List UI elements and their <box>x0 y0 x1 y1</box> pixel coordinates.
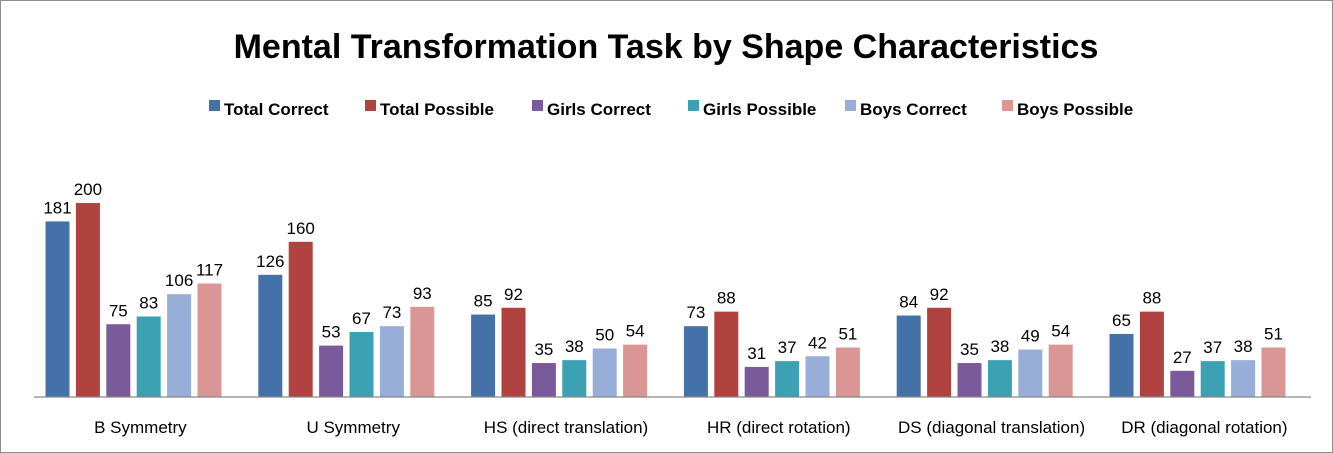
value-label-1-4: 73 <box>382 303 401 322</box>
legend-label-3: Girls Possible <box>703 100 816 119</box>
bar-4-4 <box>1018 349 1043 397</box>
category-label-3: HR (direct rotation) <box>707 418 851 437</box>
category-label-1: U Symmetry <box>306 418 400 437</box>
value-label-2-3: 38 <box>565 337 584 356</box>
bar-0-1 <box>75 203 100 397</box>
bar-0-3 <box>136 316 161 397</box>
category-label-2: HS (direct translation) <box>484 418 648 437</box>
bar-4-5 <box>1048 344 1073 397</box>
bar-5-5 <box>1261 347 1286 397</box>
bar-1-3 <box>349 332 374 397</box>
value-label-3-3: 37 <box>778 338 797 357</box>
value-label-2-2: 35 <box>534 340 553 359</box>
value-label-2-0: 85 <box>474 292 493 311</box>
value-label-5-2: 27 <box>1173 348 1192 367</box>
legend-swatch-2 <box>532 100 543 111</box>
value-label-4-1: 92 <box>930 285 949 304</box>
value-label-2-5: 54 <box>626 322 645 341</box>
value-label-1-5: 93 <box>413 284 432 303</box>
bar-5-1 <box>1139 311 1164 397</box>
value-label-1-0: 126 <box>256 252 284 271</box>
value-label-0-0: 181 <box>43 198 71 217</box>
bar-2-5 <box>623 344 648 397</box>
category-label-4: DS (diagonal translation) <box>898 418 1085 437</box>
bar-1-5 <box>410 306 435 397</box>
value-label-5-4: 38 <box>1234 337 1253 356</box>
value-label-3-4: 42 <box>808 333 827 352</box>
value-label-2-1: 92 <box>504 285 523 304</box>
value-label-3-2: 31 <box>747 344 766 363</box>
bar-0-2 <box>106 324 131 397</box>
value-label-3-0: 73 <box>686 303 705 322</box>
bar-3-2 <box>744 366 769 397</box>
value-label-1-1: 160 <box>287 219 315 238</box>
bar-4-1 <box>927 307 952 397</box>
legend-label-2: Girls Correct <box>547 100 651 119</box>
value-label-2-4: 50 <box>595 326 614 345</box>
chart-title: Mental Transformation Task by Shape Char… <box>234 28 1099 66</box>
value-label-0-4: 106 <box>165 271 193 290</box>
value-label-4-3: 38 <box>990 337 1009 356</box>
value-label-4-4: 49 <box>1021 326 1040 345</box>
value-label-5-3: 37 <box>1203 338 1222 357</box>
legend-swatch-0 <box>209 100 220 111</box>
legend-swatch-5 <box>1002 100 1013 111</box>
bar-3-4 <box>805 356 830 397</box>
bar-4-2 <box>957 363 982 397</box>
value-label-1-3: 67 <box>352 309 371 328</box>
value-label-4-0: 84 <box>899 293 918 312</box>
category-labels-group: B Symmetry U Symmetry HS (direct translati… <box>94 418 1287 437</box>
bar-5-4 <box>1231 360 1256 397</box>
bar-4-3 <box>987 360 1012 397</box>
value-label-0-5: 117 <box>196 261 223 280</box>
category-label-5: DR (diagonal rotation) <box>1121 418 1287 437</box>
bar-5-0 <box>1109 333 1134 397</box>
value-label-5-1: 88 <box>1142 289 1161 308</box>
bar-2-4 <box>592 348 617 397</box>
legend-swatch-1 <box>365 100 376 111</box>
value-label-5-5: 51 <box>1264 325 1283 344</box>
bars-group <box>45 203 1286 397</box>
value-label-0-3: 83 <box>139 293 158 312</box>
value-label-5-0: 65 <box>1112 311 1131 330</box>
bar-3-1 <box>714 311 739 397</box>
bar-5-2 <box>1170 370 1195 397</box>
value-label-4-5: 54 <box>1051 322 1070 341</box>
bar-0-5 <box>197 283 222 397</box>
value-label-0-2: 75 <box>109 301 128 320</box>
bar-2-3 <box>562 360 587 397</box>
value-label-0-1: 200 <box>74 180 102 199</box>
value-label-1-2: 53 <box>322 323 341 342</box>
legend-swatch-4 <box>845 100 856 111</box>
bar-1-0 <box>258 274 283 397</box>
bar-5-3 <box>1200 361 1225 397</box>
bar-1-2 <box>319 345 344 397</box>
bar-3-3 <box>775 361 800 397</box>
bar-3-5 <box>835 347 860 397</box>
value-label-3-5: 51 <box>838 325 857 344</box>
bar-4-0 <box>896 315 921 397</box>
value-label-4-2: 35 <box>960 340 979 359</box>
bar-1-1 <box>288 241 313 397</box>
legend-swatch-3 <box>688 100 699 111</box>
legend-label-4: Boys Correct <box>860 100 967 119</box>
bar-3-0 <box>683 326 708 397</box>
category-label-0: B Symmetry <box>94 418 187 437</box>
bar-1-4 <box>379 326 404 397</box>
bar-2-2 <box>531 363 556 397</box>
legend-label-5: Boys Possible <box>1017 100 1133 119</box>
legend: Total Correct Total Possible Girls Correct… <box>209 100 1133 119</box>
bar-2-0 <box>471 314 496 397</box>
value-label-3-1: 88 <box>717 289 736 308</box>
bar-2-1 <box>501 307 526 397</box>
bar-0-0 <box>45 221 70 397</box>
bar-0-4 <box>167 294 192 397</box>
legend-label-1: Total Possible <box>380 100 494 119</box>
legend-label-0: Total Correct <box>224 100 329 119</box>
